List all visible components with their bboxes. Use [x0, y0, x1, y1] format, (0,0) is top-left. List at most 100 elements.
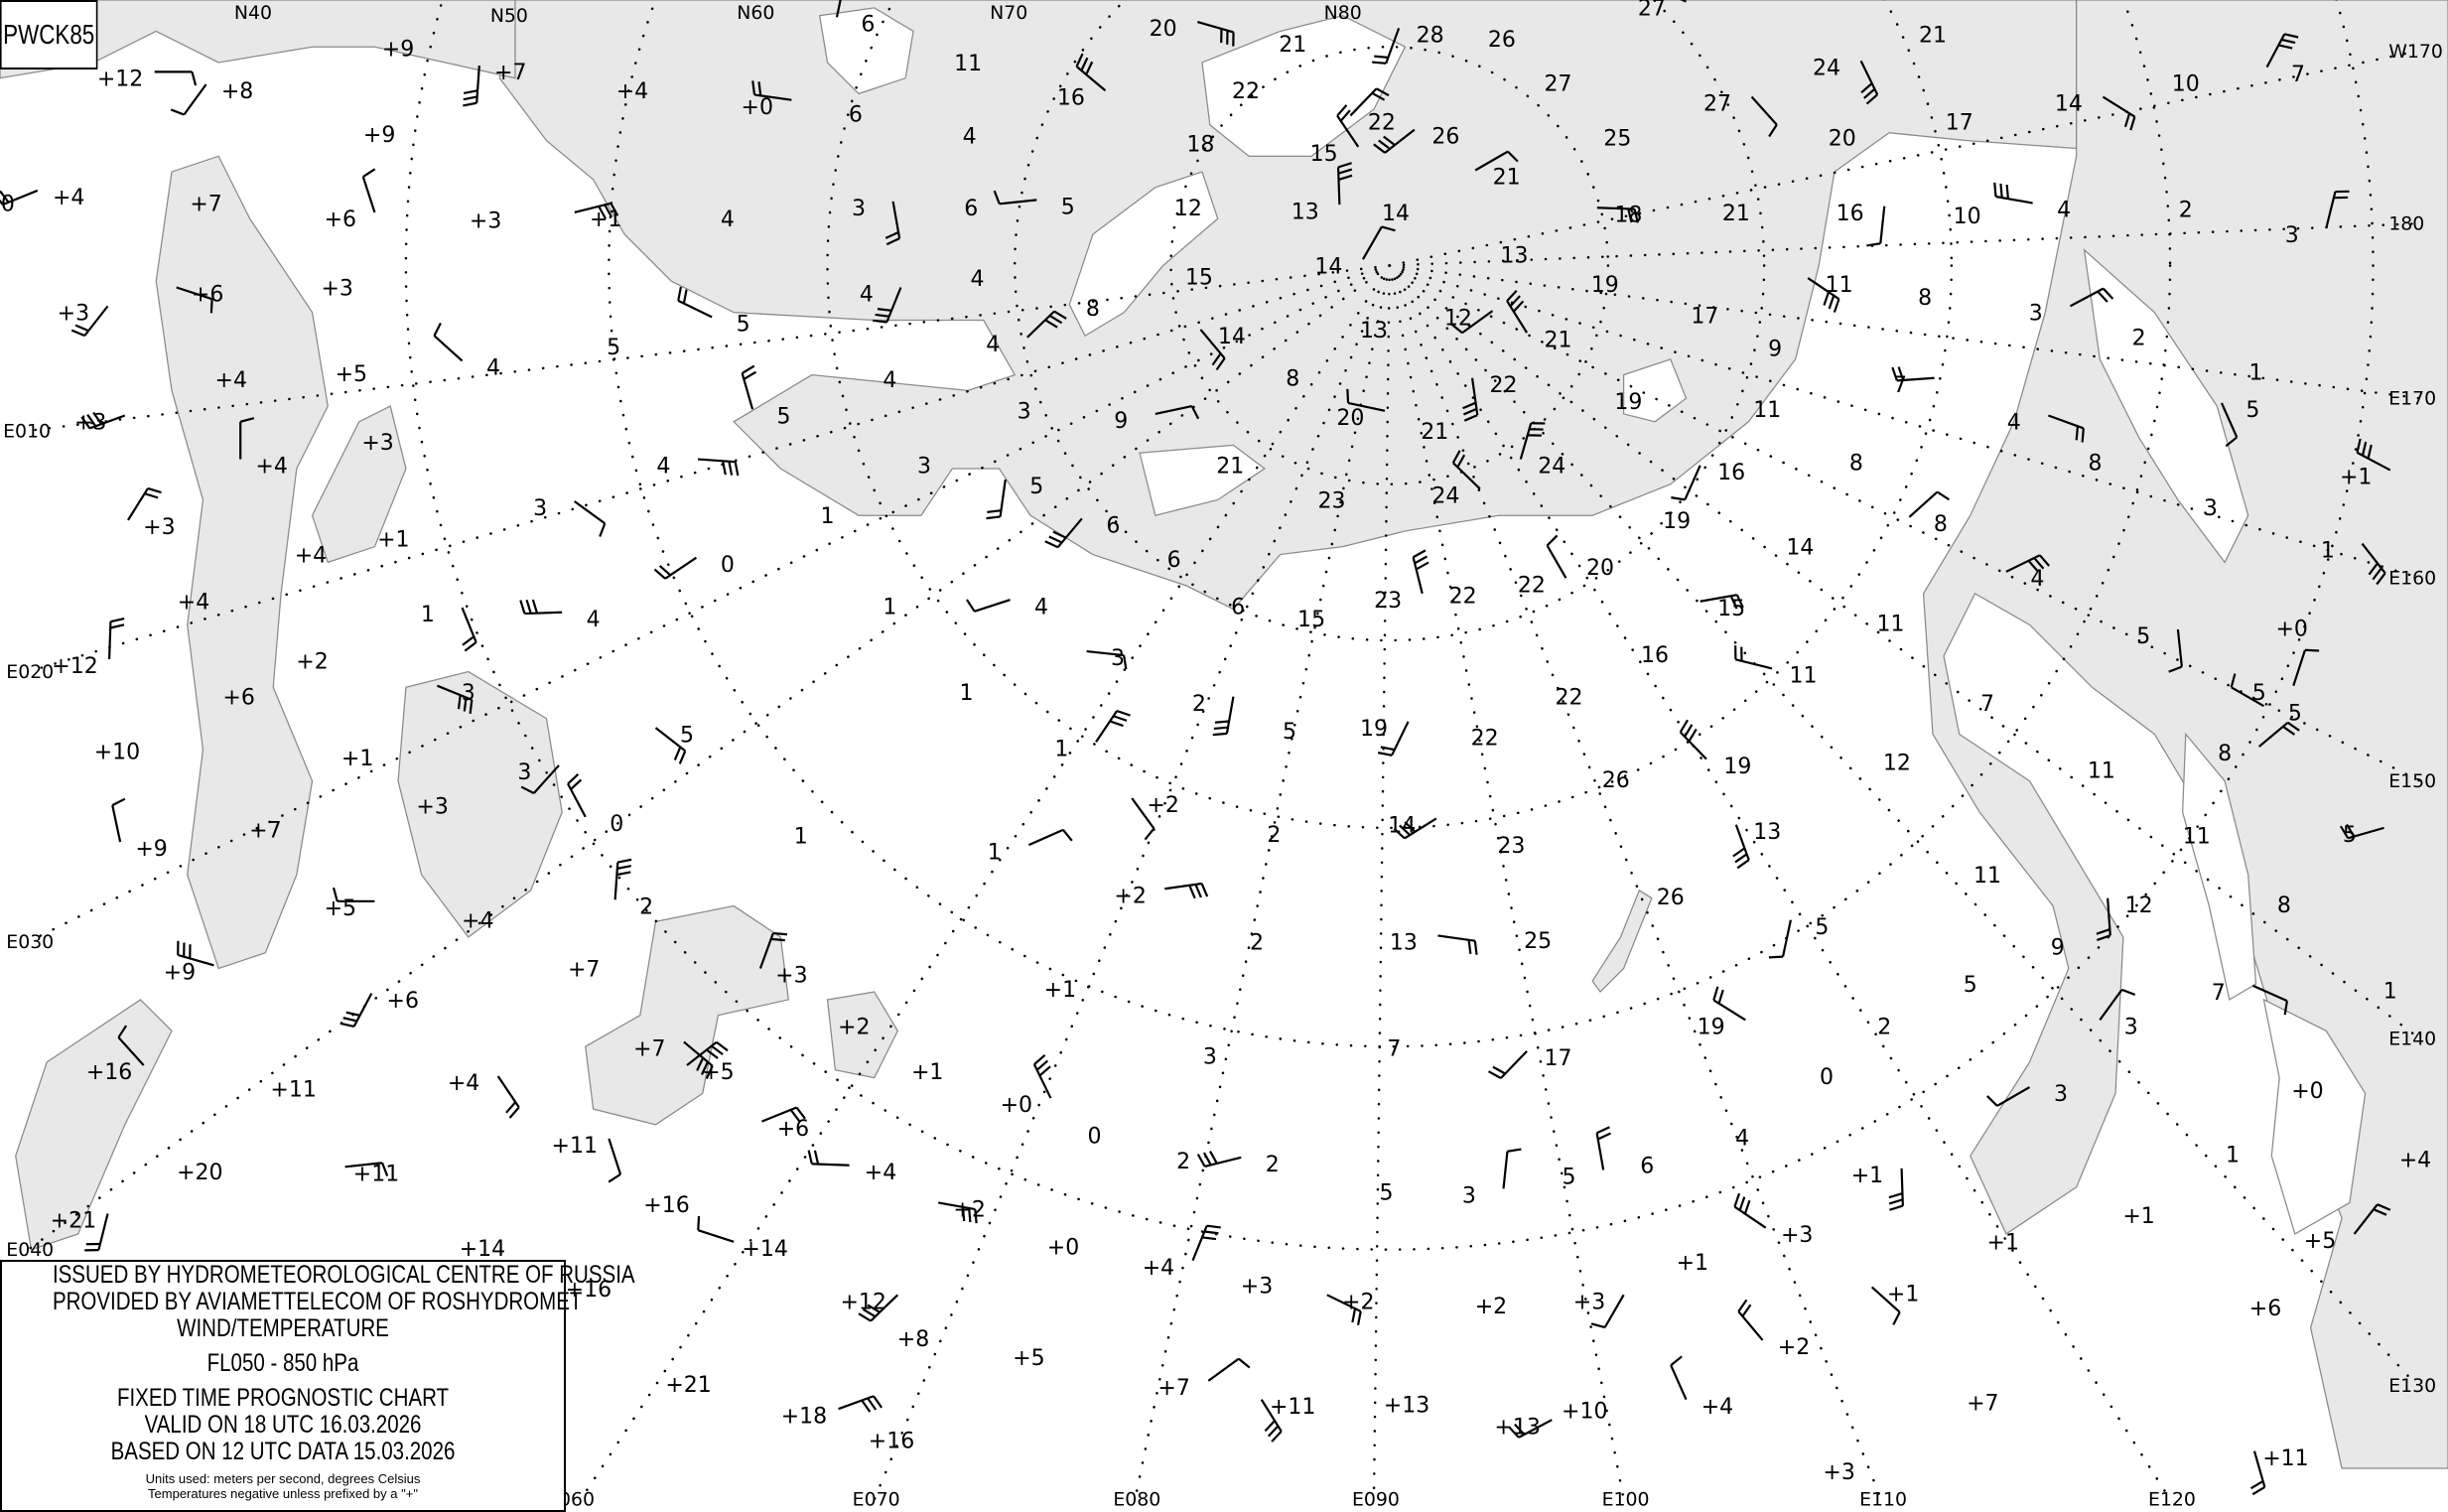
temperature-label: 19: [1698, 1016, 1725, 1040]
temperature-label: 5: [1380, 1180, 1394, 1205]
temperature-label: +1: [1851, 1164, 1883, 1188]
temperature-label: +1: [911, 1060, 943, 1085]
temperature-label: 1: [2226, 1144, 2240, 1168]
wind-barb: [1336, 162, 1353, 206]
temperature-label: 19: [1663, 509, 1691, 534]
temperature-label: 27: [1545, 71, 1572, 96]
temperature-label: +21: [665, 1373, 711, 1398]
wind-barb: [463, 66, 480, 107]
temperature-label: 21: [1279, 33, 1306, 58]
japan: [2262, 998, 2367, 1235]
temperature-label: 8: [2218, 742, 2232, 766]
temperature-label: +11: [270, 1077, 316, 1102]
temperature-label: +2: [953, 1198, 985, 1223]
wind-barb: [1373, 128, 1416, 154]
wind-barb: [340, 993, 373, 1029]
longitude-label: E110: [1859, 1489, 1907, 1511]
temperature-label: 5: [607, 336, 620, 360]
temperature-label: 11: [2088, 759, 2115, 784]
temperature-label: +4: [178, 591, 209, 616]
wind-barb: [1207, 1357, 1251, 1382]
sea-areas: [0, 0, 2448, 1469]
temperature-label: 0: [721, 553, 735, 578]
temperature-label: 22: [1518, 573, 1546, 598]
wind-barb: [677, 286, 713, 319]
temperature-label: 16: [1057, 85, 1085, 110]
temperature-label: 20: [1586, 556, 1614, 581]
temperature-label: +11: [1270, 1395, 1315, 1420]
temperature-label: 0: [1820, 1065, 1834, 1090]
temperature-label: 22: [1368, 111, 1396, 136]
wind-barb: [461, 607, 477, 652]
longitude-label: E080: [1113, 1489, 1160, 1511]
taymyr-island: [1139, 444, 1266, 516]
latitude-circle: [826, 0, 1953, 829]
temperature-label: 6: [964, 197, 978, 221]
wind-barb: [1032, 1054, 1052, 1099]
temperature-label: 14: [1218, 325, 1246, 349]
wind-barb: [1474, 150, 1519, 172]
longitude-label: E020: [6, 661, 54, 683]
wind-barb: [654, 727, 687, 764]
temperature-label: +2: [296, 649, 328, 674]
wind-barb: [1866, 206, 1886, 247]
temperature-label: 17: [1946, 111, 1973, 136]
temperature-label: 4: [656, 455, 670, 480]
wind-barb: [111, 797, 126, 843]
temperature-label: +6: [222, 686, 254, 711]
temperature-label: 13: [1360, 319, 1388, 344]
temperature-label: 1: [421, 603, 435, 627]
latitude-label: N80: [1324, 2, 1362, 24]
temperature-label: 21: [1545, 328, 1572, 352]
temperature-label: +9: [382, 38, 414, 63]
wind-barb: [1750, 95, 1778, 138]
temperature-label: +0: [1047, 1235, 1079, 1260]
temperature-label: 13: [1390, 931, 1418, 956]
temperature-label: 5: [2245, 398, 2259, 423]
temperature-label: 1: [821, 504, 835, 529]
temperature-label: 5: [2136, 624, 2150, 649]
temperature-label: 21: [1493, 166, 1521, 191]
temperature-label: 22: [1471, 726, 1499, 751]
temperature-label: 6: [1231, 595, 1245, 619]
temperature-label: 2: [1176, 1150, 1190, 1174]
temperature-label: 0: [1, 192, 15, 216]
temperature-label: +6: [192, 283, 223, 308]
temperature-label: +5: [702, 1060, 734, 1085]
wind-barb: [1891, 366, 1935, 382]
temperature-label: 8: [2277, 893, 2291, 918]
temperature-label: 4: [721, 207, 735, 232]
wind-barb: [1508, 1419, 1553, 1439]
temperature-label: +5: [1013, 1346, 1044, 1371]
wind-barb: [361, 168, 376, 213]
wind-barb: [154, 70, 198, 86]
legend-base-time: BASED ON 12 UTC DATA 15.03.2026: [110, 1438, 456, 1465]
wind-barb: [2251, 984, 2288, 1016]
temperature-label: 15: [1297, 608, 1325, 632]
temperature-label: 2: [1250, 931, 1264, 956]
temperature-label: +2: [838, 1016, 870, 1040]
temperature-label: 0: [1087, 1125, 1101, 1150]
legend-valid-time: VALID ON 18 UTC 16.03.2026: [144, 1411, 422, 1439]
latitude-label: N50: [490, 5, 528, 27]
wind-barb: [1700, 594, 1744, 610]
temperature-label: 26: [1488, 28, 1516, 53]
temperature-label: 13: [1501, 243, 1529, 268]
temperature-label: 16: [1836, 202, 1864, 226]
temperature-label: +4: [616, 79, 648, 104]
wind-barb: [1546, 534, 1567, 579]
latitude-label: N70: [990, 2, 1027, 24]
temperature-label: 12: [2125, 893, 2153, 918]
temperature-label: +1: [590, 207, 621, 232]
temperature-label: 10: [1954, 205, 1981, 229]
wind-barb: [1502, 1148, 1522, 1189]
wind-barb: [1346, 388, 1386, 412]
temperature-label: 23: [1497, 834, 1525, 859]
temperature-label: +7: [249, 818, 281, 843]
temperature-label: 18: [1614, 203, 1642, 227]
wind-barb: [741, 364, 757, 410]
wind-barb: [1450, 310, 1494, 335]
temperature-label: +3: [775, 964, 807, 989]
temperature-label: 7: [2212, 981, 2226, 1006]
wind-barb: [1027, 828, 1073, 847]
